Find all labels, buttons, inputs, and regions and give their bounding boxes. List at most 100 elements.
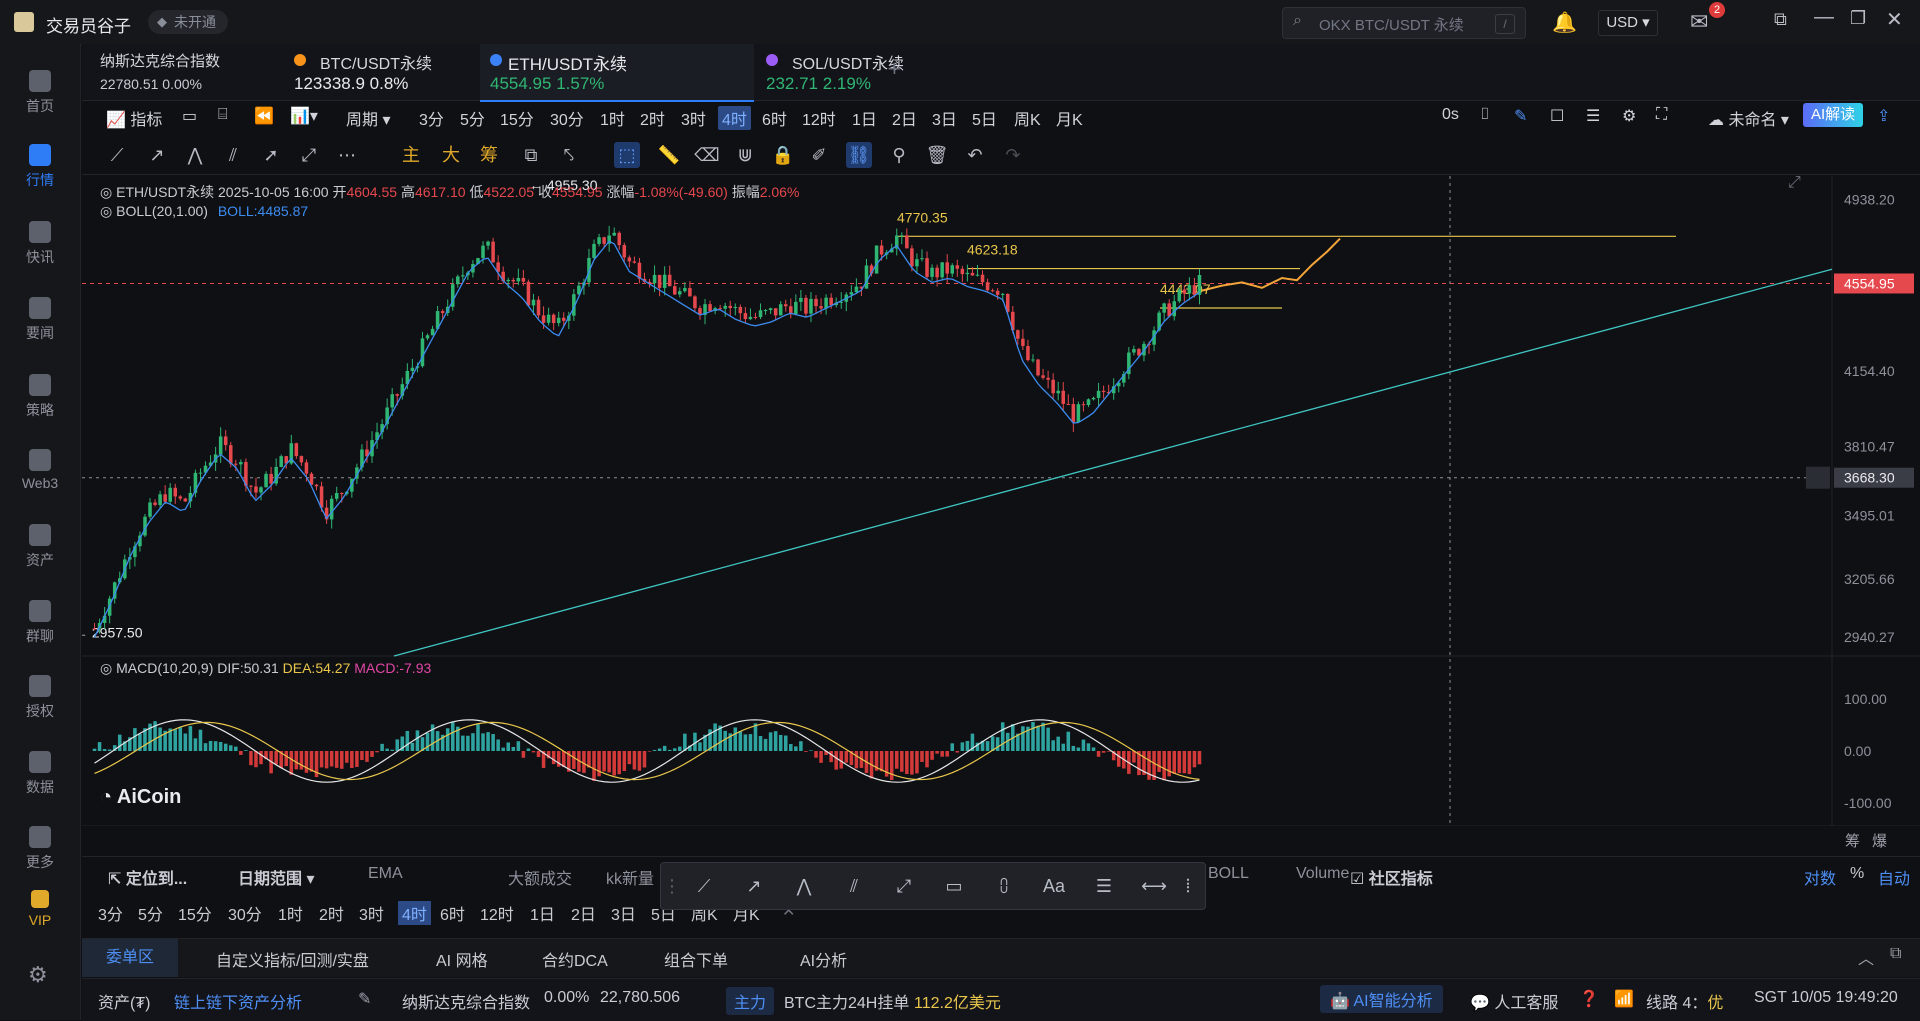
membership-status[interactable]: ◆ 未开通 <box>148 10 228 34</box>
quick-interval-3h[interactable]: 3时 <box>359 907 384 924</box>
indicator-button[interactable]: 📈 指标 <box>106 112 163 129</box>
more-icon[interactable]: ⦙ <box>1185 876 1191 896</box>
auto-scale-toggle[interactable]: 自动 <box>1878 871 1911 888</box>
magnet-icon[interactable]: ⋓ <box>737 145 753 165</box>
sidebar-item-strategy[interactable]: 策略 <box>0 374 80 420</box>
chain-link-icon[interactable]: ⛓ <box>846 142 872 168</box>
quick-interval-15m[interactable]: 15分 <box>178 907 212 924</box>
quick-interval-1h[interactable]: 1时 <box>278 907 303 924</box>
ray-tool-icon[interactable]: ↗ <box>149 145 165 165</box>
search-input[interactable]: ⌕ OKX BTC/USDT 永续 / <box>1282 7 1526 39</box>
quick-interval-4h[interactable]: 4时 <box>398 901 431 925</box>
log-scale-toggle[interactable]: 对数 <box>1804 871 1837 888</box>
interval-month[interactable]: 月K <box>1056 112 1083 129</box>
quick-interval-week[interactable]: 周K <box>691 907 718 924</box>
interval-12h[interactable]: 12时 <box>802 112 836 129</box>
compare-icon[interactable]: ⌸ <box>218 106 228 123</box>
mail-icon[interactable]: ✉ <box>1690 9 1709 34</box>
ticker-tab-nasdaq[interactable]: 纳斯达克综合指数 22780.51 0.00% <box>100 53 221 92</box>
eye-icon[interactable]: ◎ <box>100 660 113 676</box>
restore-icon[interactable]: ❐ <box>1850 8 1867 28</box>
interval-1h[interactable]: 1时 <box>600 112 625 129</box>
interval-5d[interactable]: 5日 <box>972 112 997 129</box>
axis-chips-label[interactable]: 筹 <box>1845 833 1861 850</box>
interval-1d[interactable]: 1日 <box>852 112 877 129</box>
measure-tool-icon[interactable]: ⤢ <box>301 145 317 165</box>
comment-icon[interactable]: ☐ <box>1550 108 1565 125</box>
date-range-button[interactable]: 日期范围 ▾ <box>238 871 315 888</box>
quick-interval-5m[interactable]: 5分 <box>138 907 163 924</box>
more-tools-icon[interactable]: ⋯ <box>338 145 356 165</box>
tab-combo-order[interactable]: 组合下单 <box>664 953 729 970</box>
settings-icon[interactable]: ⚙ <box>28 962 48 987</box>
interval-4h[interactable]: 4时 <box>718 106 751 130</box>
parallel-tool-icon[interactable]: ⫽ <box>228 145 238 165</box>
quick-interval-3m[interactable]: 3分 <box>98 907 123 924</box>
cursor-select-icon[interactable]: ⬚ <box>614 142 640 168</box>
quick-interval-2d[interactable]: 2日 <box>571 907 596 924</box>
lock-icon[interactable]: 🔒 <box>771 145 795 165</box>
tab-orders[interactable]: 委单区 <box>82 939 179 977</box>
expand-icon[interactable]: ⤢ <box>1788 174 1801 191</box>
eraser-icon[interactable]: ⌫ <box>694 145 720 165</box>
measure-range-icon[interactable]: ⟷ <box>1141 876 1167 896</box>
sidebar-item-vip[interactable]: VIP <box>0 890 80 928</box>
boll-indicator[interactable]: BOLL <box>1208 865 1249 882</box>
tab-dca[interactable]: 合约DCA <box>542 953 608 970</box>
ticker-tab-eth[interactable]: ETH/USDT永续 4554.95 1.57% <box>480 44 754 102</box>
locate-button[interactable]: ⇱ 定位到... <box>108 871 188 888</box>
close-icon[interactable]: ✕ <box>1886 9 1903 31</box>
interval-6h[interactable]: 6时 <box>762 112 787 129</box>
service-button[interactable]: 💬 人工客服 <box>1470 995 1559 1012</box>
rectangle-icon[interactable]: ▭ <box>945 876 963 896</box>
currency-select[interactable]: USD ▾ <box>1598 10 1658 36</box>
chips-button[interactable]: 筹 <box>480 145 498 165</box>
sidebar-item-assets[interactable]: 资产 <box>0 524 80 570</box>
collapse-up-icon[interactable]: ︿ <box>1858 951 1875 968</box>
quick-interval-1d[interactable]: 1日 <box>530 907 555 924</box>
trash-icon[interactable]: 🗑 <box>925 145 949 165</box>
gear-icon[interactable]: ⚙ <box>1622 108 1637 125</box>
percent-toggle[interactable]: % <box>1850 865 1865 882</box>
add-tab-icon[interactable]: + <box>888 56 901 81</box>
quick-interval-5d[interactable]: 5日 <box>651 907 676 924</box>
period-select[interactable]: 周期 ▾ <box>346 112 391 129</box>
big-order-button[interactable]: 大 <box>442 145 460 165</box>
sidebar-item-news[interactable]: 要闻 <box>0 297 80 343</box>
community-indicator-button[interactable]: ☑ 社区指标 <box>1350 871 1433 888</box>
interval-2h[interactable]: 2时 <box>640 112 665 129</box>
edit-icon[interactable]: ✎ <box>358 991 372 1008</box>
axis-liquidation-label[interactable]: 爆 <box>1872 833 1888 850</box>
filter-icon[interactable]: ⚲ <box>892 145 906 165</box>
big-trade-indicator[interactable]: 大额成交 <box>508 871 573 888</box>
candle-type-icon[interactable]: 📊▾ <box>290 108 318 125</box>
price-chart[interactable]: ← 4955.30← 2957.504770.354623.184443.07 … <box>82 174 1920 850</box>
ema-indicator[interactable]: EMA <box>368 865 403 882</box>
pen-icon[interactable]: ✎ <box>1514 108 1528 125</box>
quick-interval-3d[interactable]: 3日 <box>611 907 636 924</box>
tab-ai-grid[interactable]: AI 网格 <box>436 953 488 970</box>
interval-30m[interactable]: 30分 <box>550 112 584 129</box>
sidebar-item-auth[interactable]: 授权 <box>0 675 80 721</box>
interval-week[interactable]: 周K <box>1014 112 1041 129</box>
extended-line-icon[interactable]: ⤢ <box>896 876 912 896</box>
popout-panel-icon[interactable]: ⧉ <box>1890 945 1902 962</box>
quick-interval-month[interactable]: 月K <box>733 907 760 924</box>
kk-volume-indicator[interactable]: kk新量 <box>606 871 655 888</box>
arrow-tool-icon[interactable]: ➚ <box>263 145 279 165</box>
sidebar-item-web3[interactable]: Web3 <box>0 449 80 491</box>
eye-icon[interactable]: ◎ <box>100 184 113 200</box>
ai-analysis-button[interactable]: 🤖 AI智能分析 <box>1320 985 1443 1013</box>
chain-asset-link[interactable]: 链上链下资产分析 <box>174 995 303 1012</box>
polyline-icon[interactable]: ⋀ <box>796 876 812 896</box>
interval-2d[interactable]: 2日 <box>892 112 917 129</box>
redo-icon[interactable]: ↷ <box>1005 145 1021 165</box>
sidebar-item-home[interactable]: 首页 <box>0 70 80 116</box>
drag-handle-icon[interactable]: ⋮ <box>663 876 681 896</box>
range-icon[interactable]: ⩇ <box>999 876 1009 896</box>
edit-icon[interactable]: ✐ <box>811 145 827 165</box>
quick-interval-30m[interactable]: 30分 <box>228 907 262 924</box>
ticker-tab-btc[interactable]: BTC/USDT永续 123338.9 0.8% <box>294 54 433 93</box>
tab-custom-indicator[interactable]: 自定义指标/回测/实盘 <box>216 953 369 970</box>
zigzag-tool-icon[interactable]: ⋀ <box>187 145 203 165</box>
